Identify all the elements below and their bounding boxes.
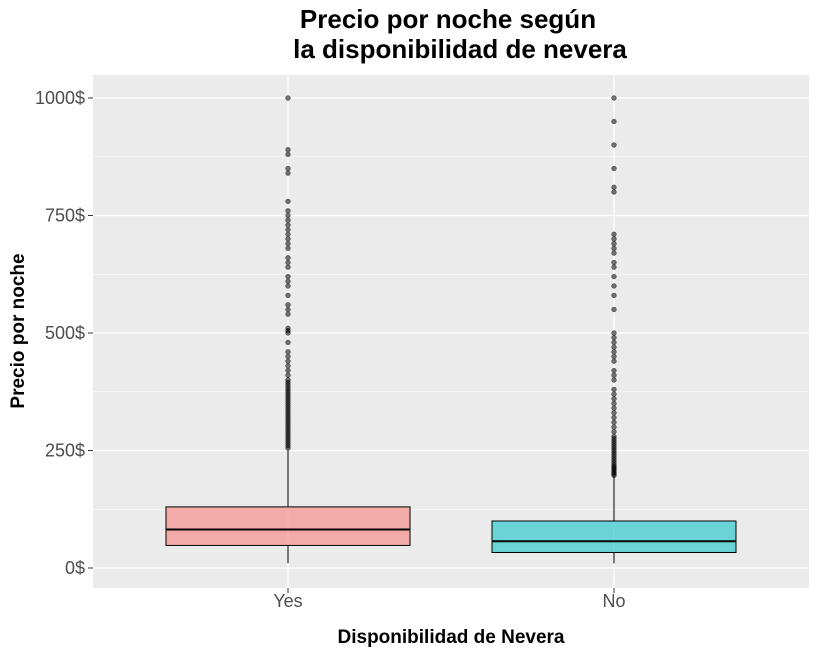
outlier-point bbox=[285, 358, 291, 364]
outlier-point bbox=[285, 311, 291, 317]
outlier-point bbox=[285, 170, 291, 176]
boxes-layer bbox=[165, 95, 737, 564]
outlier-point bbox=[285, 325, 291, 331]
outlier-point bbox=[611, 414, 617, 421]
outlier-point bbox=[611, 424, 617, 430]
outlier-point bbox=[611, 184, 617, 190]
outlier-point bbox=[285, 339, 291, 346]
outlier-point bbox=[285, 273, 291, 280]
outlier-point bbox=[611, 335, 617, 341]
outlier-point bbox=[611, 259, 617, 266]
iqr-box bbox=[491, 520, 737, 553]
outlier-point bbox=[611, 372, 617, 378]
outlier-point bbox=[611, 292, 617, 299]
outlier-point bbox=[285, 367, 291, 374]
outlier-point bbox=[285, 264, 291, 270]
outlier-point bbox=[611, 189, 617, 195]
plot-panel bbox=[93, 75, 809, 588]
outlier-point bbox=[611, 396, 617, 402]
outlier-point bbox=[285, 222, 291, 228]
outlier-point bbox=[285, 217, 291, 223]
outlier-point bbox=[611, 429, 617, 435]
y-tick-label: 750$ bbox=[45, 206, 85, 226]
outlier-point bbox=[285, 198, 291, 205]
outlier-point bbox=[611, 433, 617, 440]
chart-title-line2: la disponibilidad de nevera bbox=[293, 34, 627, 64]
outlier-point bbox=[285, 212, 291, 219]
outlier-point bbox=[285, 377, 291, 383]
outlier-point bbox=[285, 231, 291, 237]
outlier-point bbox=[285, 95, 291, 101]
outlier-point bbox=[611, 377, 617, 383]
outlier-point bbox=[285, 353, 291, 360]
outlier-point bbox=[611, 349, 617, 355]
outlier-point bbox=[285, 278, 291, 284]
outlier-point bbox=[285, 241, 291, 247]
outlier-point bbox=[611, 306, 617, 313]
y-axis-title: Precio por noche bbox=[8, 253, 29, 408]
outlier-point bbox=[611, 241, 617, 247]
outlier-point bbox=[285, 283, 291, 289]
outlier-point bbox=[611, 353, 617, 360]
outlier-point bbox=[285, 302, 291, 308]
outlier-point bbox=[611, 358, 617, 364]
outlier-point bbox=[611, 236, 617, 242]
outlier-point bbox=[611, 231, 617, 237]
x-axis-title: Disponibilidad de Nevera bbox=[338, 627, 565, 648]
outlier-point bbox=[611, 330, 617, 336]
box-no bbox=[491, 95, 737, 564]
x-tick-label: Yes bbox=[273, 591, 302, 611]
outlier-point bbox=[611, 391, 617, 397]
outlier-point bbox=[611, 344, 617, 350]
x-tick-label: No bbox=[602, 591, 625, 611]
outlier-point bbox=[611, 400, 617, 407]
outlier-point bbox=[611, 264, 617, 270]
y-tick-label: 1000$ bbox=[35, 88, 85, 108]
box-yes bbox=[165, 95, 411, 564]
y-tick-label: 0$ bbox=[65, 558, 85, 578]
chart-title-line1: Precio por noche según bbox=[300, 4, 596, 34]
outlier-point bbox=[611, 165, 617, 172]
outlier-point bbox=[611, 250, 617, 256]
outlier-point bbox=[611, 283, 617, 289]
y-tick-label: 500$ bbox=[45, 323, 85, 343]
outlier-point bbox=[285, 363, 291, 369]
outlier-point bbox=[611, 245, 617, 252]
outlier-point bbox=[285, 147, 291, 153]
outlier-point bbox=[285, 245, 291, 252]
outlier-point bbox=[285, 372, 291, 378]
outlier-point bbox=[611, 142, 617, 148]
y-axis: 0$ 250$ 500$ 750$ 1000$ bbox=[35, 88, 93, 578]
outlier-point bbox=[611, 410, 617, 416]
outlier-point bbox=[611, 405, 617, 411]
y-tick-label: 250$ bbox=[45, 441, 85, 461]
outlier-point bbox=[611, 419, 617, 425]
outlier-point bbox=[611, 367, 617, 374]
outlier-point bbox=[285, 349, 291, 355]
outlier-point bbox=[285, 208, 291, 214]
outlier-point bbox=[285, 151, 291, 158]
outlier-point bbox=[285, 165, 291, 172]
outlier-point bbox=[611, 95, 617, 101]
outlier-point bbox=[611, 273, 617, 280]
iqr-box bbox=[165, 506, 411, 546]
outlier-point bbox=[285, 292, 291, 299]
outlier-point bbox=[611, 339, 617, 346]
outlier-point bbox=[611, 386, 617, 393]
outlier-point bbox=[285, 255, 291, 261]
outlier-point bbox=[285, 306, 291, 313]
outlier-point bbox=[285, 226, 291, 233]
outlier-point bbox=[285, 236, 291, 242]
outlier-point bbox=[285, 259, 291, 266]
outlier-point bbox=[611, 118, 617, 125]
x-axis: Yes No bbox=[273, 588, 626, 611]
